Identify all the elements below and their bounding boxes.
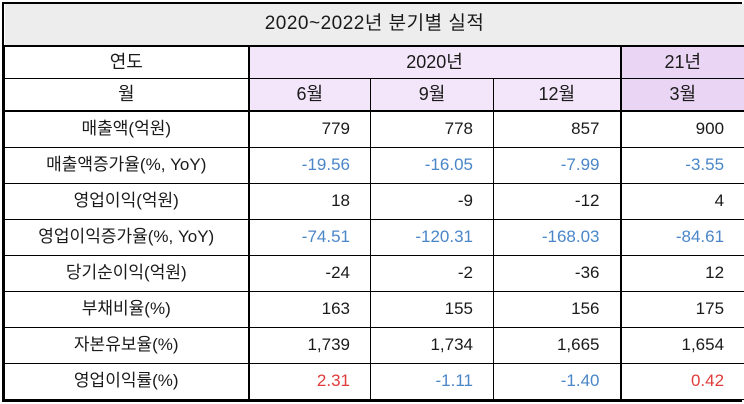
month-cell: 9월: [370, 78, 494, 112]
row-label: 영업이익(억원): [4, 183, 249, 221]
table-row: 부채비율(%) 163 155 156 175: [4, 291, 744, 329]
value-cell: -36: [493, 255, 621, 293]
value-cell: 175: [619, 291, 744, 329]
row-label: 매출액(억원): [4, 110, 249, 149]
value-cell: 2.31: [247, 362, 371, 401]
value-cell: 900: [619, 110, 744, 149]
value-cell: 857: [493, 110, 621, 149]
table-row: 영업이익률(%) 2.31 -1.11 -1.40 0.42: [4, 362, 744, 401]
table-row: 매출액(억원) 779 778 857 900: [4, 110, 744, 149]
row-label: 자본유보율(%): [4, 327, 249, 364]
month-cell: 12월: [493, 78, 621, 112]
value-cell: 12: [619, 255, 744, 293]
value-cell: -3.55: [619, 147, 744, 185]
row-label: 당기순이익(억원): [4, 255, 249, 293]
year-label-cell: 연도: [4, 45, 249, 79]
value-cell: 778: [370, 110, 494, 149]
row-label: 영업이익률(%): [4, 362, 249, 401]
table-row: 당기순이익(억원) -24 -2 -36 12: [4, 255, 744, 293]
value-cell: 1,734: [370, 327, 494, 364]
month-cell: 6월: [247, 78, 371, 112]
row-label: 매출액증가율(%, YoY): [4, 147, 249, 185]
year-header-row: 연도 2020년 21년: [4, 45, 744, 79]
value-cell: 163: [247, 291, 371, 329]
value-cell: -7.99: [493, 147, 621, 185]
value-cell: -2: [370, 255, 494, 293]
title-row: 2020~2022년 분기별 실적: [4, 4, 744, 47]
value-cell: -16.05: [370, 147, 494, 185]
value-cell: 0.42: [619, 362, 744, 401]
value-cell: -1.40: [493, 362, 621, 401]
value-cell: -12: [493, 183, 621, 221]
year-21-cell: 21년: [619, 45, 744, 79]
value-cell: 156: [493, 291, 621, 329]
row-label: 부채비율(%): [4, 291, 249, 329]
month-label-cell: 월: [4, 78, 249, 112]
results-table: 2020~2022년 분기별 실적 연도 2020년 21년 월 6월 9월 1…: [4, 4, 744, 401]
table-row: 자본유보율(%) 1,739 1,734 1,665 1,654: [4, 327, 744, 364]
value-cell: -24: [247, 255, 371, 293]
table-row: 매출액증가율(%, YoY) -19.56 -16.05 -7.99 -3.55: [4, 147, 744, 185]
value-cell: -168.03: [493, 219, 621, 257]
table-row: 영업이익증가율(%, YoY) -74.51 -120.31 -168.03 -…: [4, 219, 744, 257]
value-cell: 779: [247, 110, 371, 149]
value-cell: -84.61: [619, 219, 744, 257]
value-cell: 4: [619, 183, 744, 221]
value-cell: 18: [247, 183, 371, 221]
value-cell: -1.11: [370, 362, 494, 401]
value-cell: -120.31: [370, 219, 494, 257]
year-2020-cell: 2020년: [247, 45, 621, 79]
value-cell: -9: [370, 183, 494, 221]
value-cell: -74.51: [247, 219, 371, 257]
table-row: 영업이익(억원) 18 -9 -12 4: [4, 183, 744, 221]
value-cell: -19.56: [247, 147, 371, 185]
value-cell: 155: [370, 291, 494, 329]
value-cell: 1,654: [619, 327, 744, 364]
table-title: 2020~2022년 분기별 실적: [4, 4, 744, 47]
value-cell: 1,739: [247, 327, 371, 364]
month-cell: 3월: [619, 78, 744, 112]
row-label: 영업이익증가율(%, YoY): [4, 219, 249, 257]
month-header-row: 월 6월 9월 12월 3월: [4, 78, 744, 112]
value-cell: 1,665: [493, 327, 621, 364]
